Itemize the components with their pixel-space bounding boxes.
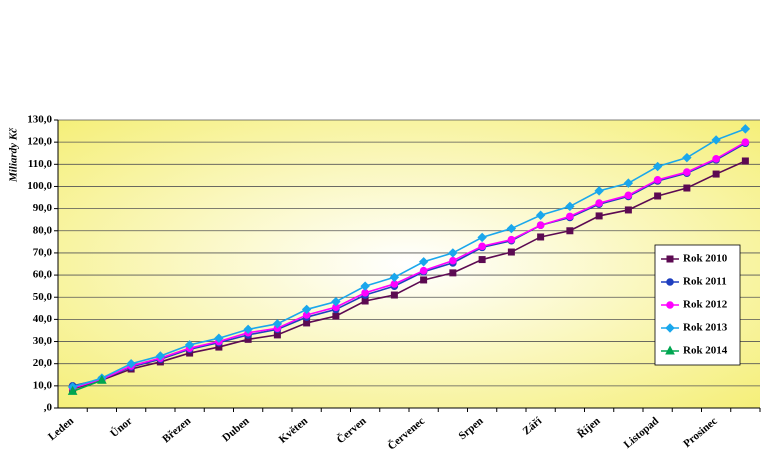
marker xyxy=(682,152,692,163)
marker xyxy=(331,296,341,307)
y-tick-label: 130,0 xyxy=(27,114,52,126)
marker xyxy=(449,256,457,265)
x-tick-label: Prosinec xyxy=(681,415,720,450)
y-tick-label: 110,0 xyxy=(28,158,53,170)
marker xyxy=(595,199,603,207)
x-tick-label: Červen xyxy=(334,414,369,446)
marker xyxy=(361,297,369,305)
y-tick-label: ,0 xyxy=(44,402,53,414)
y-tick-label: 50,0 xyxy=(33,291,53,303)
marker xyxy=(666,278,674,286)
x-tick-label: Květen xyxy=(277,415,310,446)
series-line xyxy=(72,160,746,390)
legend-label: Rok 2012 xyxy=(683,299,728,311)
series-line xyxy=(72,128,746,388)
marker xyxy=(740,124,751,134)
marker xyxy=(624,191,633,200)
marker xyxy=(272,319,283,329)
x-tick-label: Březen xyxy=(160,415,193,445)
x-tick-label: Září xyxy=(521,414,545,437)
y-tick-label: 70,0 xyxy=(33,246,53,258)
marker xyxy=(301,304,312,315)
marker xyxy=(741,157,749,165)
marker xyxy=(623,178,634,188)
x-tick-label: Leden xyxy=(46,415,76,443)
marker xyxy=(126,358,136,369)
marker xyxy=(595,212,603,220)
marker xyxy=(478,256,486,264)
marker xyxy=(448,248,458,258)
marker xyxy=(184,340,195,350)
legend-label: Rok 2010 xyxy=(683,253,728,265)
legend-label: Rok 2011 xyxy=(683,276,727,288)
y-tick-label: 10,0 xyxy=(33,379,53,391)
marker xyxy=(478,242,486,251)
y-tick-label: 40,0 xyxy=(33,313,53,325)
marker xyxy=(565,201,575,212)
marker xyxy=(536,221,545,230)
marker xyxy=(711,135,721,145)
y-tick-label: 90,0 xyxy=(33,202,53,214)
marker xyxy=(243,324,253,335)
marker xyxy=(477,232,487,243)
marker xyxy=(652,161,663,172)
x-tick-label: Duben xyxy=(220,415,252,444)
marker xyxy=(507,235,516,244)
y-tick-label: 100,0 xyxy=(27,180,52,192)
marker xyxy=(653,176,662,184)
marker xyxy=(665,323,675,333)
x-tick-label: Únor xyxy=(108,415,135,440)
marker xyxy=(507,248,515,256)
legend-label: Rok 2013 xyxy=(683,322,728,334)
marker xyxy=(419,266,428,275)
series-line xyxy=(72,142,746,387)
y-tick-label: 60,0 xyxy=(33,269,53,281)
marker xyxy=(666,301,674,309)
marker xyxy=(332,312,340,320)
y-tick-label: 80,0 xyxy=(33,224,53,236)
marker xyxy=(420,276,428,284)
marker xyxy=(624,206,632,214)
marker xyxy=(535,210,546,220)
marker xyxy=(712,154,720,163)
plot-area xyxy=(58,120,760,408)
series-line xyxy=(72,141,746,389)
marker xyxy=(360,281,370,291)
x-tick-label: Listopad xyxy=(622,415,662,451)
marker xyxy=(389,272,400,282)
y-tick-label: 120,0 xyxy=(27,136,52,148)
y-axis-title: Miliardy Kč xyxy=(8,127,20,183)
marker xyxy=(594,186,604,196)
marker xyxy=(418,257,429,267)
series-line xyxy=(72,379,103,393)
marker xyxy=(683,168,691,176)
y-tick-label: 30,0 xyxy=(33,335,53,347)
marker xyxy=(712,170,720,178)
x-tick-label: Říjen xyxy=(575,415,602,441)
marker xyxy=(449,269,457,277)
x-tick-label: Červenec xyxy=(385,414,427,452)
marker xyxy=(97,374,107,384)
marker xyxy=(155,351,166,361)
marker xyxy=(654,192,662,200)
marker xyxy=(566,212,574,221)
marker xyxy=(537,233,545,241)
marker xyxy=(665,345,675,355)
marker xyxy=(566,227,574,235)
marker xyxy=(666,255,674,263)
marker xyxy=(390,291,398,299)
y-tick-label: 20,0 xyxy=(33,357,53,369)
legend-label: Rok 2014 xyxy=(683,345,728,357)
marker xyxy=(741,138,750,146)
marker xyxy=(683,184,691,192)
marker xyxy=(67,385,78,395)
x-tick-label: Srpen xyxy=(456,415,485,442)
marker xyxy=(506,223,517,234)
marker xyxy=(214,333,224,343)
